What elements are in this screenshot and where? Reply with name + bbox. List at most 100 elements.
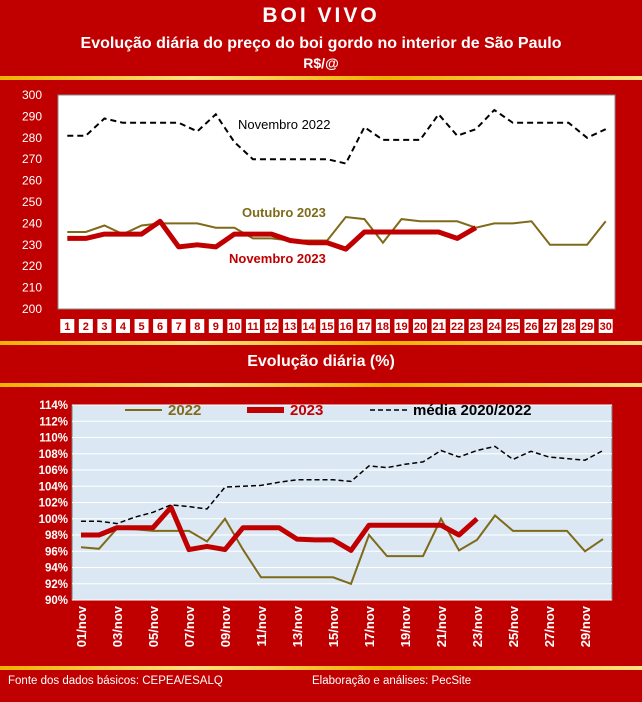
x-tick-box [375, 319, 390, 333]
x-tick-label: 15/nov [326, 605, 341, 647]
x-tick-box [394, 319, 409, 333]
legend-label: média 2020/2022 [413, 402, 531, 419]
x-tick-box [524, 319, 539, 333]
x-tick-label: 16 [340, 321, 352, 333]
x-tick-box [561, 319, 576, 333]
page-title: BOI VIVO [262, 4, 380, 27]
unit-label: R$/@ [303, 55, 339, 71]
x-tick-label: 18 [377, 321, 389, 333]
x-tick-box [413, 319, 428, 333]
x-tick-label: 24 [488, 321, 501, 333]
x-tick-label: 25 [507, 321, 519, 333]
y-tick-label: 90% [45, 595, 68, 607]
x-tick-label: 19 [395, 321, 407, 333]
x-tick-label: 09/nov [218, 605, 233, 647]
y-tick-label: 100% [39, 514, 68, 526]
x-tick-label: 10 [228, 321, 240, 333]
series-line-1 [81, 504, 479, 553]
x-tick-label: 5 [138, 321, 144, 333]
gold-stripe [0, 383, 642, 387]
x-tick-label: 19/nov [398, 605, 413, 647]
y-tick-label: 230 [22, 238, 42, 252]
footer-credit: Elaboração e análises: PecSite [312, 675, 472, 687]
x-tick-box [283, 319, 298, 333]
x-tick-label: 13/nov [290, 605, 305, 647]
page-subtitle: Evolução diária do preço do boi gordo no… [80, 35, 562, 52]
y-tick-label: 220 [22, 259, 42, 273]
y-tick-label: 270 [22, 152, 42, 166]
gold-stripe [0, 76, 642, 80]
gold-stripe [0, 341, 642, 345]
x-tick-label: 27/nov [542, 605, 557, 647]
footer-source: Fonte dos dados básicos: CEPEA/ESALQ [8, 675, 223, 687]
x-tick-label: 05/nov [146, 605, 161, 647]
x-tick-label: 8 [194, 321, 200, 333]
x-tick-label: 21/nov [434, 605, 449, 647]
gold-stripe [0, 666, 642, 670]
y-tick-label: 210 [22, 281, 42, 295]
y-tick-label: 102% [39, 498, 68, 510]
x-tick-label: 03/nov [110, 605, 125, 647]
x-tick-box [264, 319, 279, 333]
x-tick-box [227, 319, 242, 333]
chart2-title: Evolução diária (%) [247, 353, 395, 370]
x-tick-label: 11 [247, 321, 259, 333]
x-tick-box [190, 319, 205, 333]
x-tick-label: 9 [213, 321, 219, 333]
x-tick-box [245, 319, 260, 333]
x-tick-box [134, 319, 149, 333]
y-tick-label: 110% [39, 433, 68, 445]
x-tick-label: 4 [120, 321, 127, 333]
y-tick-label: 96% [45, 546, 68, 558]
x-tick-label: 6 [157, 321, 163, 333]
y-tick-label: 200 [22, 302, 42, 316]
x-tick-box [450, 319, 465, 333]
x-tick-label: 23 [470, 321, 482, 333]
x-tick-box [97, 319, 112, 333]
x-tick-label: 17 [358, 321, 370, 333]
x-tick-box [543, 319, 558, 333]
x-tick-box [208, 319, 223, 333]
chart1-plot-area [57, 94, 616, 310]
x-tick-label: 17/nov [362, 605, 377, 647]
x-tick-label: 11/nov [254, 605, 269, 646]
x-tick-label: 3 [101, 321, 107, 333]
x-tick-label: 13 [284, 321, 296, 333]
x-tick-label: 01/nov [74, 605, 89, 647]
legend-label: 2023 [290, 402, 323, 419]
y-tick-label: 280 [22, 131, 42, 145]
x-tick-box [505, 319, 520, 333]
x-tick-label: 23/nov [470, 605, 485, 647]
x-tick-box [320, 319, 335, 333]
y-tick-label: 108% [39, 449, 68, 461]
series-line-2 [67, 218, 478, 252]
x-tick-box [598, 319, 613, 333]
x-tick-box [487, 319, 502, 333]
x-tick-label: 07/nov [182, 605, 197, 647]
x-tick-box [357, 319, 372, 333]
x-tick-label: 26 [525, 321, 537, 333]
x-tick-label: 27 [544, 321, 556, 333]
x-tick-label: 30 [600, 321, 612, 333]
x-tick-box [153, 319, 168, 333]
x-tick-box [468, 319, 483, 333]
series-label: Novembro 2023 [229, 251, 326, 266]
series-line-2 [81, 445, 604, 525]
x-tick-label: 21 [432, 321, 444, 333]
x-tick-label: 14 [303, 321, 316, 333]
x-tick-label: 25/nov [506, 605, 521, 647]
x-tick-label: 2 [83, 321, 89, 333]
x-tick-box [338, 319, 353, 333]
x-tick-label: 20 [414, 321, 426, 333]
x-tick-label: 15 [321, 321, 333, 333]
x-tick-box [115, 319, 130, 333]
x-tick-box [60, 319, 75, 333]
x-tick-box [171, 319, 186, 333]
legend-label: 2022 [168, 402, 201, 419]
y-tick-label: 112% [39, 416, 68, 428]
x-tick-box [78, 319, 93, 333]
x-tick-label: 1 [64, 321, 70, 333]
x-tick-label: 7 [176, 321, 182, 333]
x-tick-label: 28 [562, 321, 574, 333]
